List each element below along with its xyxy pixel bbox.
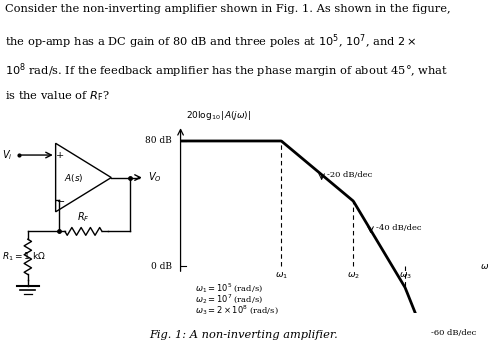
Text: is the value of $R_\mathrm{F}$?: is the value of $R_\mathrm{F}$? [5, 90, 110, 104]
Text: $\omega_2 = 10^7$ (rad/s): $\omega_2 = 10^7$ (rad/s) [195, 293, 263, 306]
Text: $R_1 = 1\ \mathrm{k\Omega}$: $R_1 = 1\ \mathrm{k\Omega}$ [2, 251, 46, 263]
Text: $\omega_1 = 10^5$ (rad/s): $\omega_1 = 10^5$ (rad/s) [195, 282, 263, 295]
Text: $20\log_{10}|A(j\omega)|$: $20\log_{10}|A(j\omega)|$ [186, 109, 251, 122]
Text: $\omega_3 = 2\times 10^8$ (rad/s): $\omega_3 = 2\times 10^8$ (rad/s) [195, 304, 279, 317]
Text: Consider the non-inverting amplifier shown in Fig. 1. As shown in the figure,: Consider the non-inverting amplifier sho… [5, 4, 450, 14]
Text: -40 dB/dec: -40 dB/dec [376, 224, 422, 231]
Text: +: + [56, 151, 64, 159]
Text: -20 dB/dec: -20 dB/dec [327, 171, 373, 179]
Text: $V_O$: $V_O$ [148, 171, 162, 184]
Text: $\omega_3$: $\omega_3$ [399, 271, 412, 282]
Text: Fig. 1: A non-inverting amplifier.: Fig. 1: A non-inverting amplifier. [150, 330, 338, 340]
Text: 0 dB: 0 dB [151, 262, 172, 271]
Text: $A(s)$: $A(s)$ [64, 172, 84, 184]
Text: $\omega_1$: $\omega_1$ [275, 271, 288, 282]
Text: $\omega$ (log-scale): $\omega$ (log-scale) [480, 259, 488, 273]
Text: the op-amp has a DC gain of 80 dB and three poles at $10^5$, $10^7$, and $2 \tim: the op-amp has a DC gain of 80 dB and th… [5, 32, 417, 51]
Text: $V_i$: $V_i$ [2, 148, 12, 162]
Text: 80 dB: 80 dB [145, 136, 172, 146]
Text: $-$: $-$ [56, 195, 65, 205]
Text: -60 dB/dec: -60 dB/dec [431, 329, 476, 337]
Text: $10^8$ rad/s. If the feedback amplifier has the phase margin of about 45°, what: $10^8$ rad/s. If the feedback amplifier … [5, 61, 448, 79]
Text: $R_F$: $R_F$ [77, 210, 90, 224]
Text: $\omega_2$: $\omega_2$ [347, 271, 360, 282]
